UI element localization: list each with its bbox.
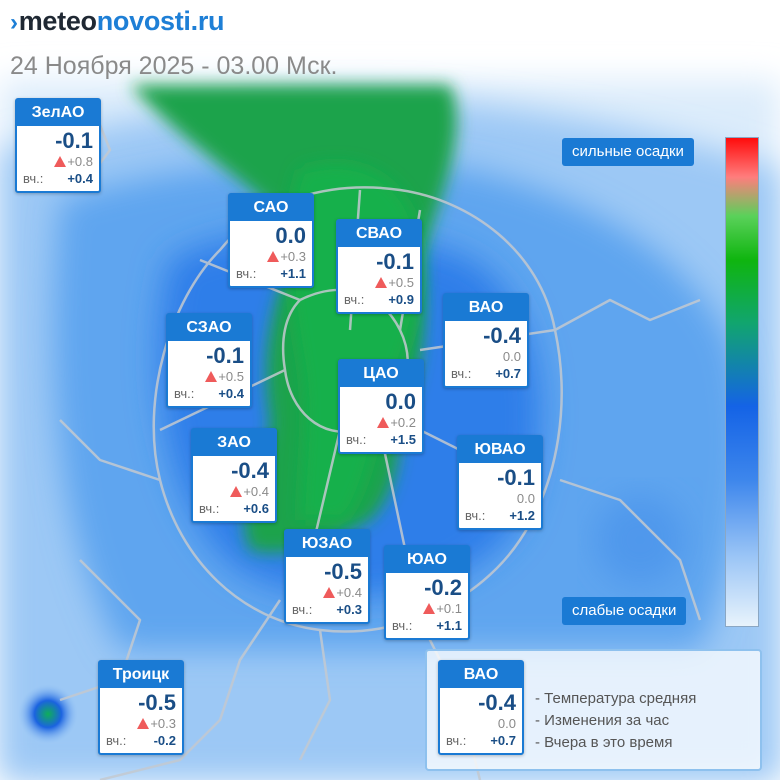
card-temperature: -0.1 [55,128,93,153]
district-card-svao: СВАО -0.1 +0.5 вч.: +0.9 [336,219,422,314]
card-yesterday: вч.: +0.7 [446,733,516,748]
card-temperature: -0.4 [483,323,521,348]
rise-triangle-icon [54,156,67,167]
card-district-name: ЦАО [340,361,422,387]
district-card-uao: ЮАО -0.2 +0.1 вч.: +1.1 [384,545,470,640]
card-district-name: ЮЗАО [286,531,368,557]
card-hourly-change: +0.3 [236,249,306,265]
precipitation-scale-bar [725,137,759,627]
district-card-szao: СЗАО -0.1 +0.5 вч.: +0.4 [166,313,252,408]
rise-triangle-icon [267,251,280,262]
forecast-datetime: 24 Ноября 2025 - 03.00 Мск. [10,52,338,80]
card-temperature: -0.4 [478,690,516,715]
district-card-uzao: ЮЗАО -0.5 +0.4 вч.: +0.3 [284,529,370,624]
rise-triangle-icon [323,587,336,598]
card-district-name: ВАО [440,662,522,688]
rise-triangle-icon [375,277,388,288]
site-logo: ›meteonovosti.ru [10,6,225,37]
district-card-zelao: ЗелАО -0.1 +0.8 вч.: +0.4 [15,98,101,193]
card-temperature: 0.0 [385,389,416,414]
district-card-troick: Троицк -0.5 +0.3 вч.: -0.2 [98,660,184,755]
card-yesterday: вч.: +0.7 [451,366,521,381]
card-yesterday: вч.: -0.2 [106,733,176,748]
legend-items: - Температура средняя - Изменения за час… [535,688,696,754]
district-card-cao: ЦАО 0.0 +0.2 вч.: +1.5 [338,359,424,454]
card-hourly-change: +0.5 [344,275,414,291]
card-hourly-change: 0.0 [516,491,535,506]
card-yesterday: вч.: +0.6 [199,501,269,516]
scale-high-label: сильные осадки [562,138,694,166]
logo-text-meteo: meteo [18,6,97,36]
card-hourly-change: +0.2 [346,415,416,431]
card-yesterday: вч.: +0.9 [344,292,414,307]
card-district-name: САО [230,195,312,221]
card-yesterday: вч.: +0.4 [174,386,244,401]
card-yesterday: вч.: +1.1 [392,618,462,633]
card-yesterday: вч.: +0.3 [292,602,362,617]
card-hourly-change: +0.4 [292,585,362,601]
card-district-name: ВАО [445,295,527,321]
district-card-vao: ВАО -0.4 0.0 вч.: +0.7 [443,293,529,388]
rise-triangle-icon [230,486,243,497]
card-district-name: СВАО [338,221,420,247]
card-temperature: -0.1 [497,465,535,490]
card-temperature: 0.0 [275,223,306,248]
card-hourly-change: +0.1 [392,601,462,617]
card-temperature: -0.5 [324,559,362,584]
legend-item-yesterday: - Вчера в это время [535,734,673,751]
card-temperature: -0.5 [138,690,176,715]
logo-mark-icon: › [10,9,18,36]
legend-item-hourly-change: - Изменения за час [535,712,670,729]
district-card-zao: ЗАО -0.4 +0.4 вч.: +0.6 [191,428,277,523]
card-yesterday: вч.: +1.1 [236,266,306,281]
rise-triangle-icon [137,718,150,729]
legend-sample-card: ВАО -0.4 0.0 вч.: +0.7 [438,660,524,755]
card-hourly-change: +0.5 [174,369,244,385]
card-temperature: -0.1 [376,249,414,274]
legend-item-avg-temp: - Температура средняя [535,690,697,707]
card-yesterday: вч.: +0.4 [23,171,93,186]
rise-triangle-icon [377,417,390,428]
card-yesterday: вч.: +1.5 [346,432,416,447]
card-district-name: СЗАО [168,315,250,341]
card-district-name: ЗелАО [17,100,99,126]
card-district-name: ЗАО [193,430,275,456]
rise-triangle-icon [205,371,218,382]
card-temperature: -0.4 [231,458,269,483]
district-card-uvao: ЮВАО -0.1 0.0 вч.: +1.2 [457,435,543,530]
card-temperature: -0.1 [206,343,244,368]
rise-triangle-icon [423,603,436,614]
card-hourly-change: +0.3 [106,716,176,732]
card-district-name: ЮАО [386,547,468,573]
card-hourly-change: +0.4 [199,484,269,500]
card-temperature: -0.2 [424,575,462,600]
card-hourly-change: 0.0 [497,716,516,731]
card-district-name: Троицк [100,662,182,688]
card-yesterday: вч.: +1.2 [465,508,535,523]
card-hourly-change: 0.0 [502,349,521,364]
card-district-name: ЮВАО [459,437,541,463]
card-hourly-change: +0.8 [23,154,93,170]
scale-low-label: слабые осадки [562,597,687,625]
logo-text-novosti: novosti.ru [96,6,225,36]
district-card-sao: САО 0.0 +0.3 вч.: +1.1 [228,193,314,288]
